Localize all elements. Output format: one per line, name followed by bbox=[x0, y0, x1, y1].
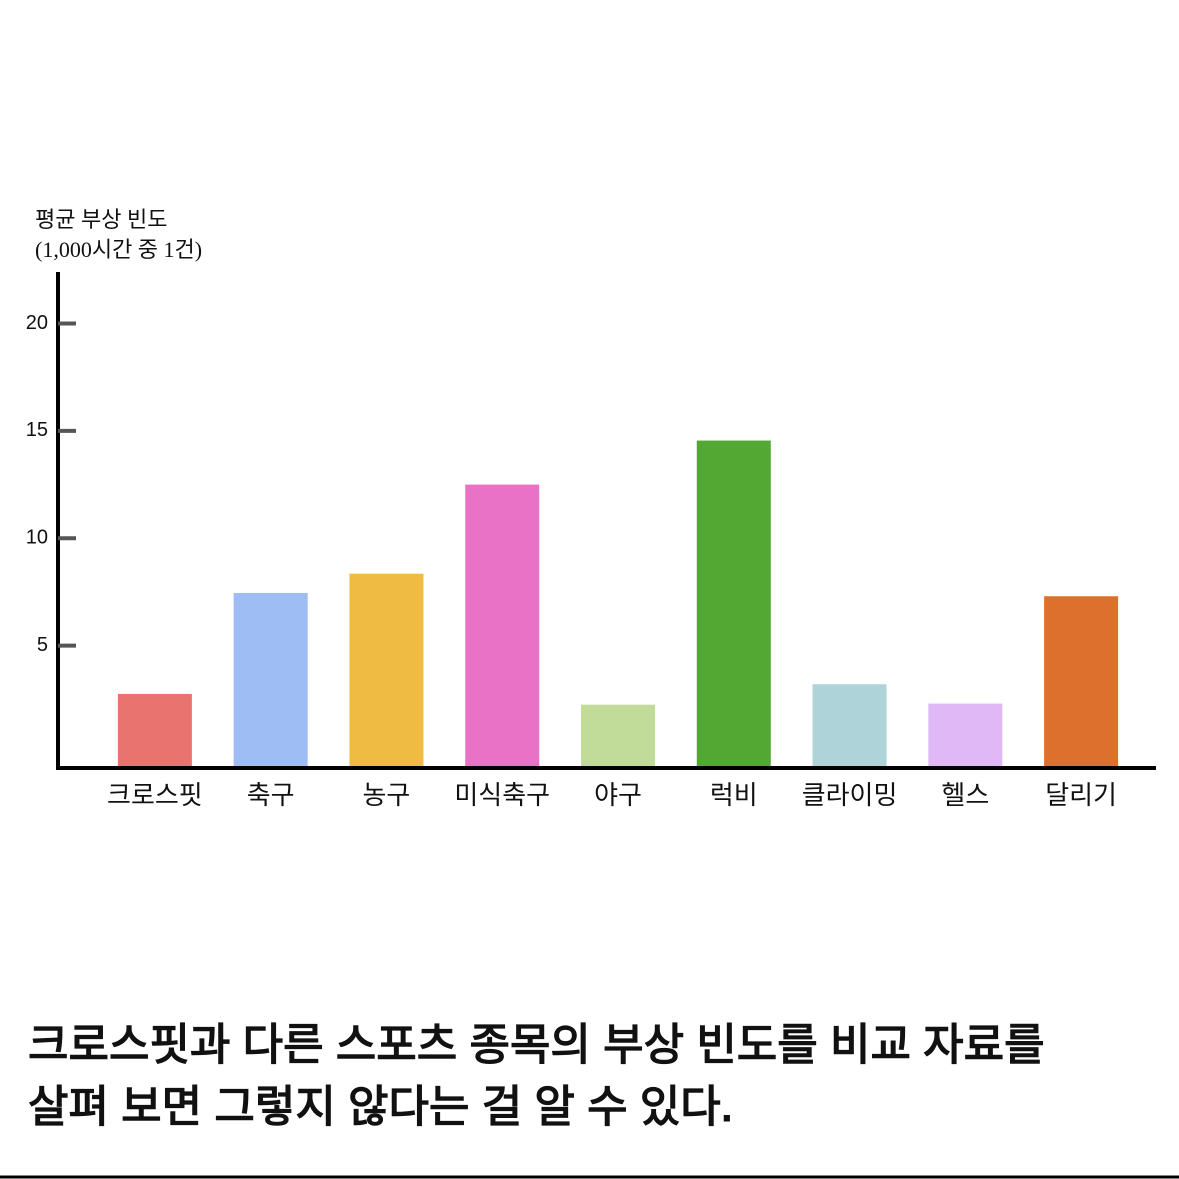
x-tick-label: 크로스핏 bbox=[107, 781, 203, 810]
x-tick-label: 클라이밍 bbox=[802, 781, 898, 810]
caption: 크로스핏과 다른 스포츠 종목의 부상 빈도를 비교 자료를 bbox=[28, 1021, 1045, 1070]
y-axis-label: 평균 부상 빈도 bbox=[35, 207, 167, 232]
y-tick-label: 20 bbox=[26, 312, 48, 334]
y-tick-label: 5 bbox=[37, 634, 48, 656]
bar bbox=[233, 593, 308, 766]
y-tick-label: 10 bbox=[26, 527, 48, 549]
x-tick-label: 달리기 bbox=[1045, 781, 1117, 810]
bar bbox=[349, 573, 424, 766]
bar bbox=[1044, 596, 1119, 766]
bar bbox=[581, 704, 655, 766]
x-tick-label: 야구 bbox=[594, 781, 642, 810]
bar bbox=[117, 693, 192, 766]
x-tick-label: 축구 bbox=[247, 781, 295, 810]
bar bbox=[928, 703, 1003, 766]
y-tick-label: 15 bbox=[26, 419, 48, 441]
x-tick-label: 헬스 bbox=[941, 781, 989, 810]
bar bbox=[465, 484, 540, 766]
x-tick-label: 농구 bbox=[363, 781, 411, 810]
y-axis-label: (1,000시간 중 1건) bbox=[35, 237, 202, 262]
x-tick-label: 럭비 bbox=[710, 781, 758, 810]
x-tick-label: 미식축구 bbox=[454, 781, 550, 810]
caption: 살펴 보면 그렇지 않다는 걸 알 수 있다. bbox=[28, 1083, 733, 1132]
bar bbox=[696, 440, 771, 766]
bar bbox=[812, 684, 887, 766]
